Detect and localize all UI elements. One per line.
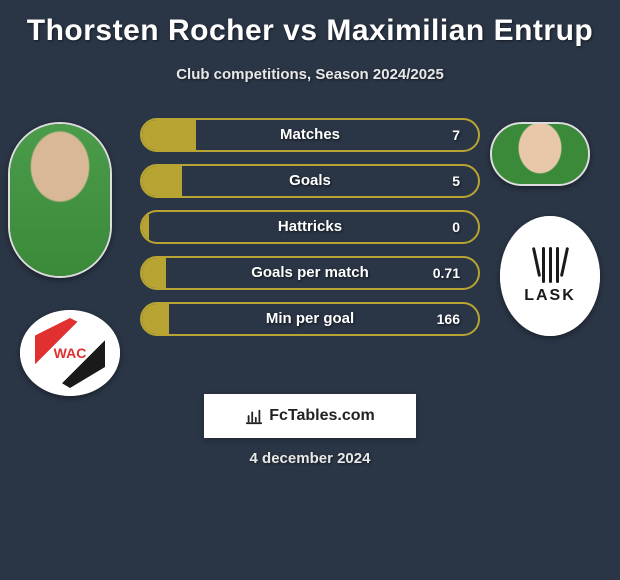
stats-container: Matches 7 Goals 5 Hattricks 0 Goals per … [140,118,480,348]
stat-row-matches: Matches 7 [140,118,480,152]
player1-image [10,124,110,276]
stat-row-goals-per-match: Goals per match 0.71 [140,256,480,290]
lask-lines-icon [535,247,566,283]
stat-value: 5 [452,166,460,196]
stat-row-goals: Goals 5 [140,164,480,198]
stat-label: Hattricks [142,212,478,242]
subtitle: Club competitions, Season 2024/2025 [0,66,620,83]
stat-label: Matches [142,120,478,150]
stat-value: 7 [452,120,460,150]
player2-photo [490,122,590,186]
club2-logo: LASK [500,216,600,336]
stat-row-min-per-goal: Min per goal 166 [140,302,480,336]
lask-text: LASK [524,287,576,305]
page-title: Thorsten Rocher vs Maximilian Entrup [0,0,620,48]
player1-photo [8,122,112,278]
date-text: 4 december 2024 [0,450,620,467]
brand-text: FcTables.com [269,407,375,425]
lask-logo-graphic: LASK [500,216,600,336]
chart-icon [245,407,263,425]
stat-label: Goals [142,166,478,196]
stat-value: 166 [437,304,460,334]
player2-image [492,124,588,184]
brand-box[interactable]: FcTables.com [204,394,416,438]
wac-logo-graphic: WAC [20,310,120,396]
stat-row-hattricks: Hattricks 0 [140,210,480,244]
club1-logo: WAC [20,310,120,396]
stat-label: Min per goal [142,304,478,334]
stat-value: 0 [452,212,460,242]
stat-value: 0.71 [433,258,460,288]
wac-text: WAC [54,345,87,361]
stat-label: Goals per match [142,258,478,288]
